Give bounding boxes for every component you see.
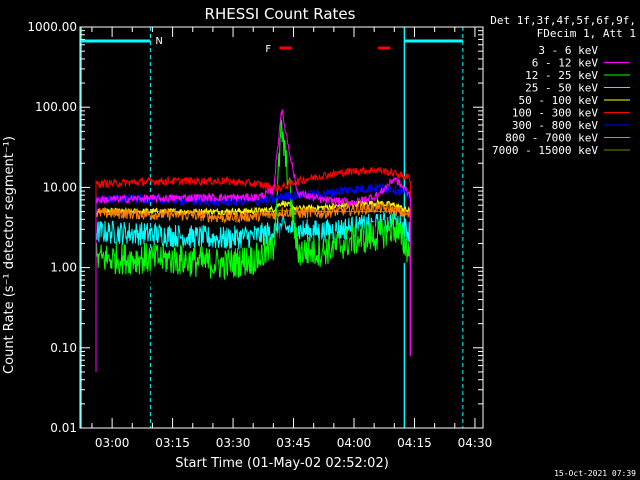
night-label: N: [155, 36, 162, 47]
legend-label: 25 - 50 keV: [525, 82, 598, 95]
legend-label: 100 - 300 keV: [512, 107, 598, 120]
flare-label: F: [265, 44, 271, 55]
plot-frame: [79, 26, 484, 429]
y-tick-label: 10.00: [43, 180, 77, 194]
series-line-1: [95, 109, 411, 372]
legend-header-line-2: FDecim 1, Att 1: [537, 27, 636, 40]
legend-label: 3 - 6 keV: [538, 44, 598, 57]
y-tick-label: 1.00: [50, 261, 77, 275]
series-line-2: [95, 119, 411, 372]
y-tick-label: 0.10: [50, 341, 77, 355]
series-line-3: [95, 210, 411, 372]
x-tick-label: 03:45: [276, 436, 311, 450]
series-line-5: [95, 166, 411, 372]
legend-label: 300 - 800 keV: [512, 119, 598, 132]
x-axis-label: Start Time (01-May-02 02:52:02): [175, 456, 389, 471]
x-tick-label: 04:00: [337, 436, 372, 450]
legend-label: 800 - 7000 keV: [505, 132, 598, 145]
legend-header-line-1: Det 1f,3f,4f,5f,6f,9f,: [490, 14, 636, 27]
y-axis-label: Count Rate (s⁻¹ detector segment⁻¹): [2, 136, 17, 374]
legend-label: 50 - 100 keV: [519, 94, 599, 107]
plot-area: NF: [80, 27, 464, 428]
y-tick-label: 1000.00: [27, 20, 77, 34]
series-line-7: [95, 201, 411, 372]
x-tick-label: 03:00: [95, 436, 130, 450]
series-group: [80, 27, 464, 428]
y-tick-label: 0.01: [50, 421, 77, 435]
x-tick-label: 04:30: [458, 436, 493, 450]
legend-label: 7000 - 15000 keV: [492, 144, 598, 157]
axes: 0.01 0.10 1.00 10.00 100.00 1000.00 03:00 03:15…: [27, 20, 492, 450]
x-tick-label: 03:30: [216, 436, 251, 450]
x-tick-label: 03:15: [155, 436, 190, 450]
timestamp: 15-Oct-2021 07:39: [554, 469, 636, 478]
legend-label: 6 - 12 keV: [532, 57, 599, 70]
chart-title: RHESSI Count Rates: [205, 5, 356, 23]
x-tick-label: 04:15: [397, 436, 432, 450]
series-line-0: [95, 218, 411, 372]
y-tick-label: 100.00: [35, 100, 77, 114]
legend-label: 12 - 25 keV: [525, 69, 598, 82]
